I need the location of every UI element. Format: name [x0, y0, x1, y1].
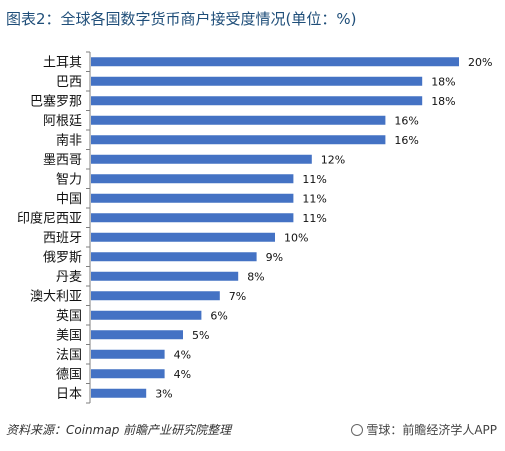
value-label: 9%	[266, 251, 283, 264]
value-label: 18%	[431, 75, 455, 88]
category-label: 智力	[56, 172, 82, 187]
bar	[91, 271, 239, 281]
category-label: 英国	[56, 309, 82, 324]
value-label: 4%	[174, 368, 191, 381]
value-label: 5%	[192, 329, 209, 342]
category-label: 法国	[56, 348, 82, 363]
value-label: 7%	[229, 290, 246, 303]
bar	[91, 76, 423, 86]
snowball-icon	[351, 424, 364, 436]
value-label: 10%	[284, 231, 308, 244]
category-label: 中国	[56, 192, 82, 207]
category-label: 俄罗斯	[43, 250, 82, 265]
category-label: 西班牙	[43, 231, 82, 246]
bar	[91, 349, 165, 359]
category-label: 印度尼西亚	[17, 210, 82, 226]
bar	[91, 135, 386, 145]
bar	[91, 369, 165, 379]
bar	[91, 291, 220, 301]
bar	[91, 193, 294, 203]
category-label: 丹麦	[56, 270, 82, 285]
bar	[91, 213, 294, 223]
category-label: 日本	[56, 387, 82, 402]
category-label: 阿根廷	[43, 114, 82, 129]
source-note: 资料来源：Coinmap 前瞻产业研究院整理	[6, 423, 232, 437]
bar	[91, 330, 183, 340]
bar	[91, 57, 459, 67]
category-label: 土耳其	[43, 55, 82, 70]
bar	[91, 310, 202, 320]
value-label: 16%	[394, 134, 418, 147]
category-label: 巴西	[56, 75, 82, 90]
bar	[91, 232, 275, 242]
category-label: 澳大利亚	[30, 288, 82, 304]
value-label: 8%	[247, 270, 264, 283]
value-label: 11%	[302, 212, 326, 225]
bar	[91, 154, 312, 164]
value-label: 18%	[431, 95, 455, 108]
value-label: 12%	[321, 153, 345, 166]
category-label: 美国	[56, 328, 82, 343]
bar	[91, 115, 386, 125]
category-label: 墨西哥	[43, 153, 82, 168]
bar	[91, 96, 423, 106]
value-label: 6%	[210, 309, 227, 322]
value-label: 16%	[394, 114, 418, 127]
value-label: 3%	[155, 387, 172, 400]
watermark-label: 雪球：前瞻经济学人APP	[366, 423, 497, 437]
value-label: 20%	[468, 56, 492, 69]
value-label: 4%	[174, 348, 191, 361]
chart-title: 图表2：全球各国数字货币商户接受度情况(单位：%)	[6, 10, 357, 28]
watermark-text: 雪球：前瞻经济学人APP	[351, 421, 497, 438]
category-label: 德国	[56, 367, 82, 382]
category-label: 南非	[56, 132, 82, 148]
bar	[91, 174, 294, 184]
bar	[91, 252, 257, 262]
bar	[91, 388, 147, 398]
category-label: 巴塞罗那	[30, 93, 82, 109]
value-label: 11%	[302, 192, 326, 205]
value-label: 11%	[302, 173, 326, 186]
